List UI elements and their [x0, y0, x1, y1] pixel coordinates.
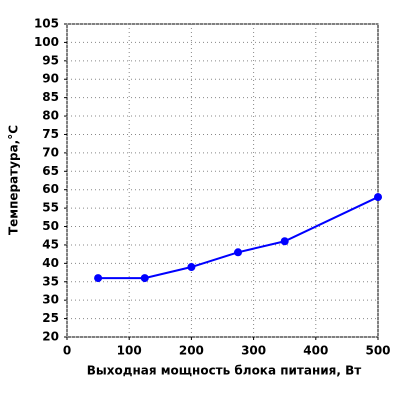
x-axis-title: Выходная мощность блока питания, Вт — [87, 364, 362, 378]
y-tick-label: 90 — [42, 72, 59, 86]
y-tick-label: 80 — [42, 109, 59, 123]
y-tick-label: 55 — [42, 201, 59, 215]
y-tick-label: 105 — [34, 17, 59, 31]
plot-frame — [66, 23, 379, 338]
x-tick-label: 100 — [117, 344, 142, 358]
data-point — [234, 248, 243, 257]
y-tick-label: 50 — [42, 219, 59, 233]
data-point — [374, 193, 382, 202]
y-axis-title: Температура,°C — [7, 125, 21, 235]
y-tick-label: 100 — [34, 35, 59, 49]
y-tick-label: 45 — [42, 237, 59, 251]
y-tick-label: 30 — [42, 293, 59, 307]
y-tick-label: 60 — [42, 182, 59, 196]
y-tick-label: 35 — [42, 274, 59, 288]
x-tick-label: 300 — [241, 344, 266, 358]
y-tick-label: 85 — [42, 90, 59, 104]
data-point — [94, 274, 103, 283]
data-point — [187, 263, 196, 272]
x-tick-label: 400 — [303, 344, 328, 358]
data-point — [280, 237, 289, 246]
y-tick-label: 65 — [42, 164, 59, 178]
x-tick-label: 200 — [179, 344, 204, 358]
y-tick-label: 25 — [42, 311, 59, 325]
data-line — [98, 196, 379, 280]
y-tick-label: 95 — [42, 53, 59, 67]
y-tick-label: 40 — [42, 256, 59, 270]
y-tick-label: 75 — [42, 127, 59, 141]
data-point — [140, 274, 149, 283]
y-tick-label: 20 — [42, 330, 59, 344]
x-tick-label: 500 — [365, 344, 390, 358]
y-tick-label: 70 — [42, 145, 59, 159]
x-tick-label: 0 — [63, 344, 71, 358]
